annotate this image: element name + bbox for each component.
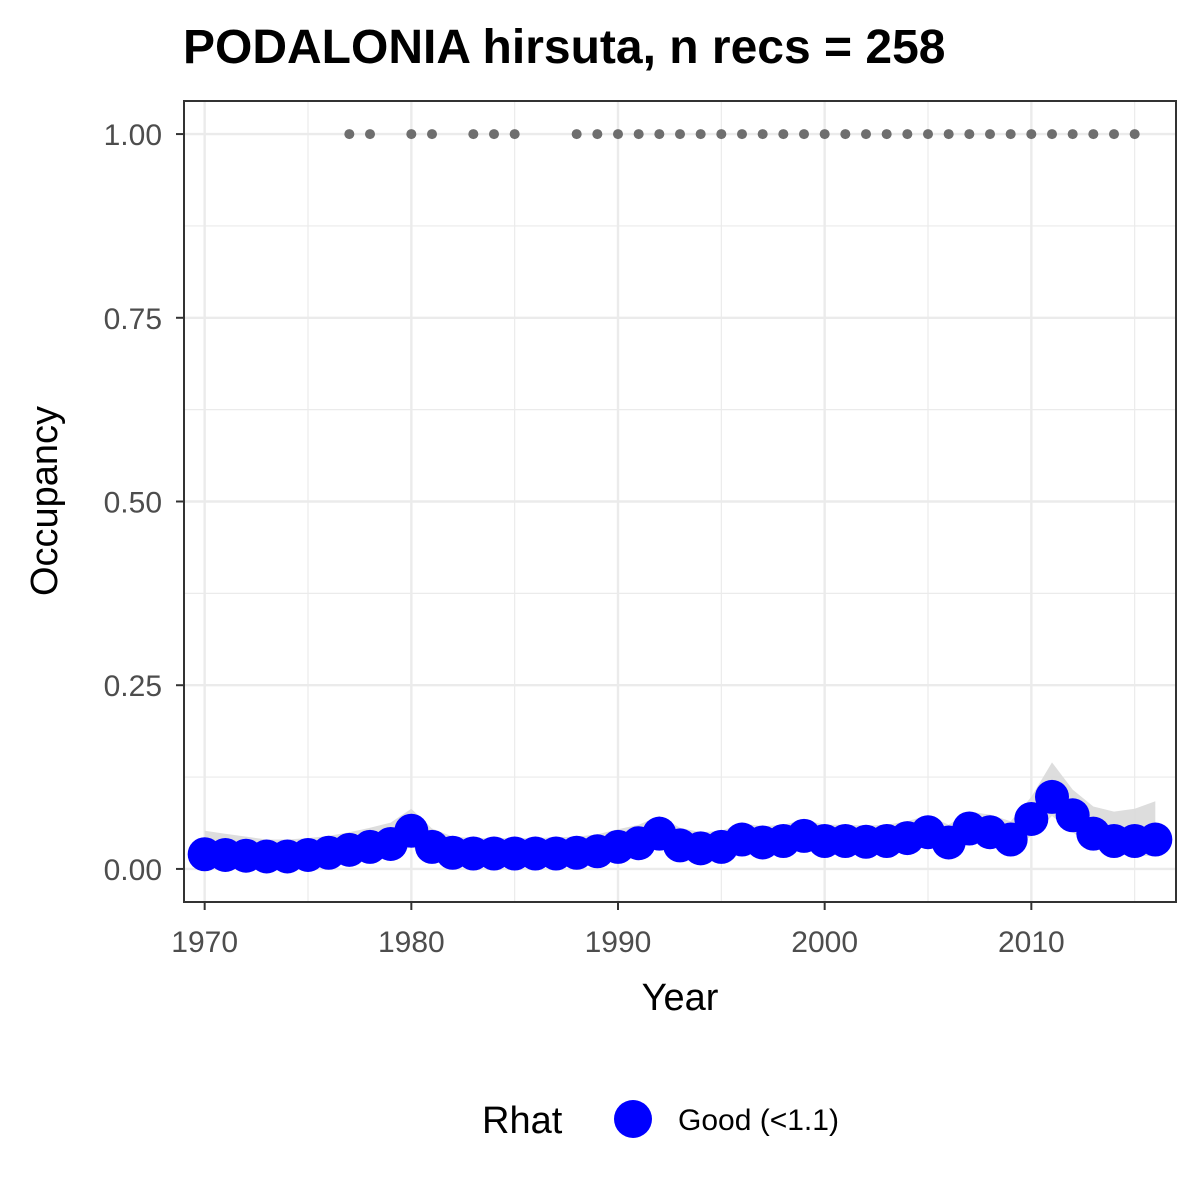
legend-label-good: Good (<1.1) bbox=[678, 1104, 839, 1137]
record-point bbox=[613, 129, 623, 140]
record-point bbox=[695, 129, 706, 140]
record-point bbox=[985, 129, 995, 140]
record-point bbox=[737, 129, 747, 140]
record-point bbox=[654, 129, 665, 140]
occupancy-point bbox=[993, 822, 1028, 857]
record-point bbox=[757, 129, 768, 140]
record-point bbox=[633, 129, 644, 140]
record-point bbox=[344, 129, 355, 140]
occupancy-points-layer bbox=[187, 779, 1173, 874]
record-point bbox=[819, 129, 830, 140]
record-point bbox=[1067, 129, 1078, 140]
record-point bbox=[406, 129, 417, 140]
record-point bbox=[489, 129, 499, 140]
occupancy-point bbox=[1014, 801, 1049, 836]
y-tick-label: 0.00 bbox=[104, 854, 162, 887]
record-point bbox=[1005, 129, 1016, 140]
record-point bbox=[1129, 129, 1140, 140]
x-tick-label: 2000 bbox=[791, 926, 858, 959]
chart-title: PODALONIA hirsuta, n recs = 258 bbox=[183, 21, 945, 74]
record-point bbox=[902, 129, 913, 140]
x-tick-label: 1990 bbox=[585, 926, 652, 959]
record-point bbox=[1026, 129, 1037, 140]
record-point bbox=[943, 129, 954, 140]
y-tick-label: 0.25 bbox=[104, 670, 162, 703]
record-point bbox=[799, 129, 809, 140]
record-point bbox=[964, 129, 975, 140]
record-point bbox=[861, 129, 871, 140]
record-point bbox=[592, 129, 603, 140]
record-point bbox=[778, 129, 789, 140]
record-point bbox=[1047, 129, 1057, 140]
record-point bbox=[1109, 129, 1119, 140]
record-points-layer bbox=[344, 129, 1140, 140]
record-point bbox=[1088, 129, 1099, 140]
occupancy-point bbox=[1138, 822, 1173, 857]
y-axis: 0.00 0.25 0.50 0.75 1.00 bbox=[104, 119, 184, 887]
record-point bbox=[427, 129, 437, 140]
record-point bbox=[468, 129, 479, 140]
y-tick-label: 1.00 bbox=[104, 119, 162, 152]
y-tick-label: 0.50 bbox=[104, 487, 162, 520]
x-tick-label: 1980 bbox=[378, 926, 445, 959]
x-axis-title: Year bbox=[642, 977, 719, 1019]
record-point bbox=[923, 129, 933, 140]
record-point bbox=[509, 129, 520, 140]
record-point bbox=[675, 129, 685, 140]
x-axis: 1970 1980 1990 2000 2010 bbox=[171, 902, 1065, 959]
record-point bbox=[571, 129, 582, 140]
record-point bbox=[365, 129, 375, 140]
y-axis-title: Occupancy bbox=[24, 406, 66, 596]
x-tick-label: 1970 bbox=[171, 926, 238, 959]
legend: Rhat Good (<1.1) bbox=[482, 1100, 839, 1142]
x-tick-label: 2010 bbox=[998, 926, 1065, 959]
record-point bbox=[840, 129, 851, 140]
legend-key-good bbox=[614, 1100, 652, 1138]
record-point bbox=[881, 129, 892, 140]
record-point bbox=[716, 129, 727, 140]
legend-title: Rhat bbox=[482, 1100, 563, 1142]
y-tick-label: 0.75 bbox=[104, 303, 162, 336]
